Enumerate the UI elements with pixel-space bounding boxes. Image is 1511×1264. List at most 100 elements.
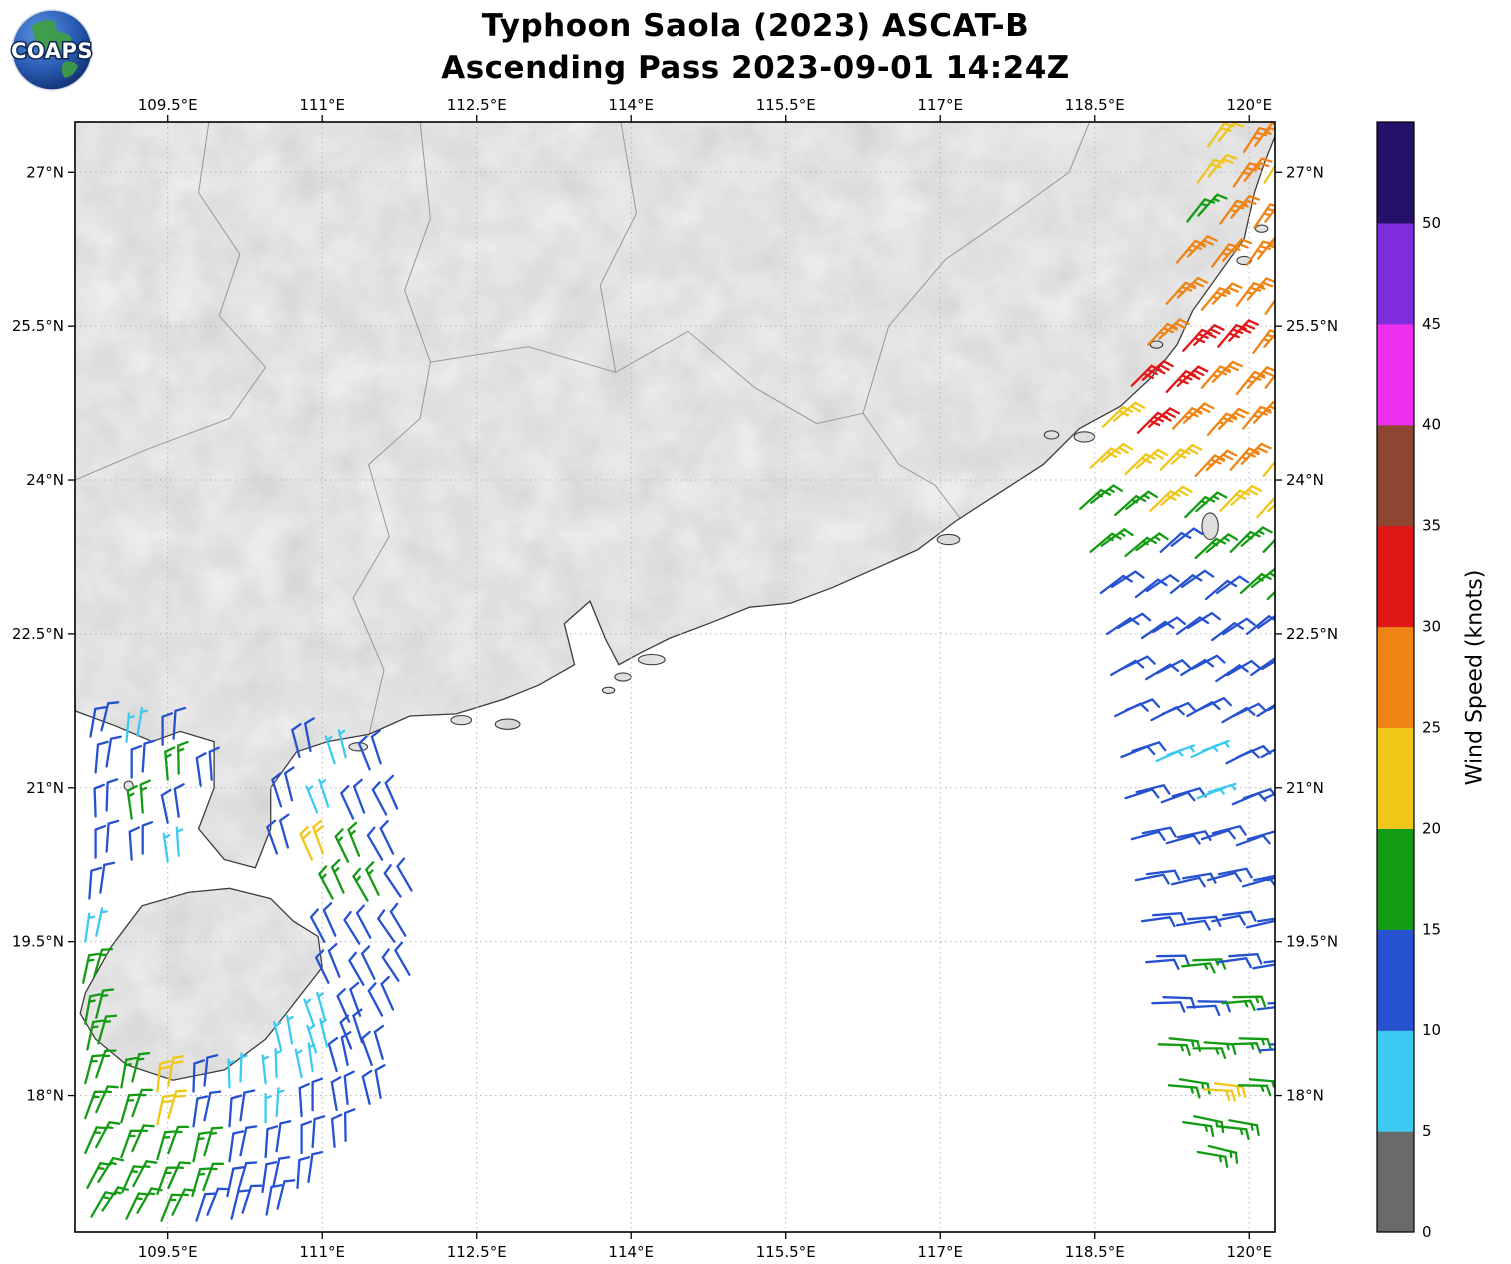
wind-barb-half-feather — [1200, 202, 1208, 207]
wind-barb-feather — [103, 861, 116, 867]
wind-barb-feather — [171, 1060, 184, 1065]
wind-barb-half-feather — [1271, 1080, 1275, 1088]
wind-barb-feather — [1156, 578, 1168, 587]
colorbar-tick-label: 50 — [1422, 214, 1441, 232]
wind-barb-feather — [314, 824, 325, 834]
wind-barb-feather — [1209, 163, 1222, 169]
wind-barb-staff — [276, 1180, 286, 1210]
wind-barb-staff — [1215, 575, 1241, 595]
wind-barb-feather — [1262, 370, 1274, 377]
wind-barb-staff — [373, 1030, 384, 1060]
wind-barb-half-feather — [286, 1015, 294, 1021]
wind-barb-staff — [298, 1086, 303, 1118]
colorbar-segment — [1377, 828, 1414, 930]
wind-barb-staff — [1186, 611, 1214, 630]
colorbar-tick-label: 45 — [1422, 315, 1441, 333]
wind-barb-staff — [1186, 915, 1218, 921]
wind-barb-half-feather — [1258, 374, 1266, 379]
axis-label-top: 111°E — [299, 96, 345, 114]
wind-barb-feather — [1232, 204, 1245, 210]
wind-barb-feather — [1247, 319, 1260, 326]
wind-barb-feather — [1290, 454, 1299, 458]
wind-barb-staff — [1241, 877, 1272, 888]
wind-barb-feather — [150, 1187, 163, 1192]
wind-barb-staff — [1134, 873, 1165, 882]
wind-barb-staff — [105, 822, 110, 853]
wind-barb-feather — [1193, 369, 1205, 377]
wind-barb-feather — [330, 1113, 343, 1121]
wind-barb-feather — [1238, 914, 1246, 926]
wind-barb-feather — [116, 1186, 129, 1191]
wind-barb-staff — [366, 834, 384, 861]
wind-barb-staff — [1131, 741, 1161, 753]
wind-barb-feather — [278, 1156, 291, 1160]
wind-barb-feather — [162, 1094, 175, 1099]
wind-barb-feather — [92, 1019, 105, 1024]
wind-barb-feather — [1175, 616, 1187, 626]
wind-barb-feather — [330, 858, 341, 869]
wind-barb-staff — [360, 952, 376, 980]
colorbar-tick-label: 25 — [1422, 719, 1441, 737]
wind-barb-staff — [1246, 615, 1271, 636]
province-borders — [75, 122, 1091, 737]
wind-barb-feather — [330, 1076, 342, 1084]
wind-barb-half-feather — [175, 828, 184, 833]
wind-barb-staff — [1099, 574, 1125, 595]
axis-label-top: 120°E — [1226, 96, 1272, 114]
wind-barb-feather — [266, 819, 277, 829]
wind-barb-feather — [365, 861, 375, 871]
wind-barb-staff — [94, 743, 100, 774]
wind-barb-staff — [1105, 617, 1132, 636]
colorbar-tick-label: 0 — [1422, 1223, 1432, 1241]
wind-barb-feather — [389, 902, 399, 913]
wind-barb-feather — [1209, 327, 1221, 335]
wind-barb-feather — [340, 1031, 352, 1039]
wind-barb-staff — [352, 1014, 364, 1044]
island-coastline — [1201, 512, 1219, 541]
wind-barb-feather — [1158, 363, 1170, 371]
wind-barb-feather — [1241, 1085, 1247, 1098]
wind-barb-feather — [357, 735, 368, 745]
wind-barb-feather — [1191, 574, 1203, 582]
colorbar-title-wrap: Wind Speed (knots) — [1452, 122, 1498, 1232]
wind-barb-feather — [89, 993, 102, 998]
wind-barb-feather — [1260, 995, 1267, 1008]
wind-barb-half-feather — [333, 867, 340, 874]
colorbar-frame — [1376, 121, 1415, 1233]
wind-barb-feather — [1208, 962, 1216, 974]
wind-barb-feather — [1244, 957, 1252, 969]
island-coastline — [936, 533, 961, 546]
wind-barb-staff — [1263, 960, 1275, 964]
wind-barb-feather — [367, 982, 377, 992]
wind-barb-half-feather — [1260, 1084, 1265, 1093]
wind-barb-staff — [352, 785, 366, 814]
wind-barb-feather — [352, 867, 362, 878]
wind-barb-staff — [343, 1111, 347, 1143]
wind-barb-feather — [1203, 919, 1211, 931]
axis-label-bottom: 109.5°E — [138, 1243, 198, 1261]
wind-barb-feather — [383, 864, 392, 875]
wind-barb-half-feather — [1179, 1043, 1184, 1052]
wind-barb-staff — [264, 1128, 269, 1159]
wind-barb-half-feather — [1262, 212, 1271, 217]
wind-barb-staff — [340, 792, 355, 820]
wind-barb-staff — [1246, 919, 1275, 929]
wind-barb-feather — [1203, 402, 1215, 410]
wind-barb-feather — [1169, 826, 1177, 838]
wind-barb-feather — [1283, 532, 1292, 536]
wind-barb-half-feather — [338, 729, 346, 736]
wind-barb-half-feather — [1260, 1037, 1265, 1046]
wind-barb-feather — [1292, 365, 1301, 369]
wind-barb-staff — [1273, 467, 1275, 472]
province-border — [75, 366, 267, 481]
wind-barb-feather — [1279, 204, 1289, 207]
wind-barb-staff — [377, 917, 396, 943]
wind-barb-feather — [1278, 458, 1288, 461]
wind-barb-feather — [1285, 495, 1294, 499]
wind-barb-staff — [89, 707, 97, 738]
island-coastline — [494, 718, 521, 730]
wind-barb-feather — [301, 830, 312, 841]
province-border — [430, 330, 962, 520]
wind-barb-staff — [239, 1091, 246, 1122]
wind-barb-feather — [1154, 367, 1166, 375]
